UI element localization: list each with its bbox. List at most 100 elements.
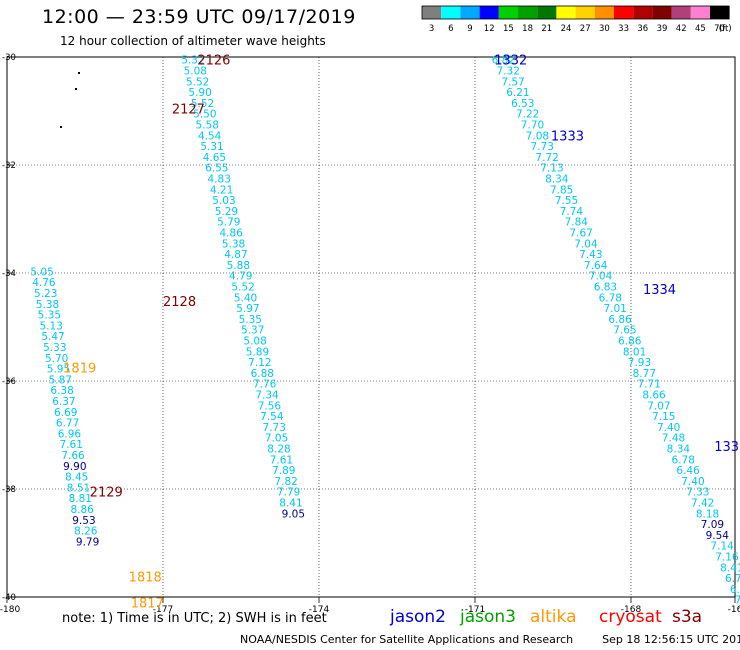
pass-label: 1818 <box>129 570 162 585</box>
wave-height-value: 5.95 <box>47 364 70 376</box>
legend-label: 18 <box>522 24 533 34</box>
footer: NOAA/NESDIS Center for Satellite Applica… <box>240 633 740 646</box>
pass-label: 2126 <box>197 54 230 69</box>
wave-height-value: 5.38 <box>222 238 245 250</box>
wave-height-value: 7.89 <box>272 465 295 477</box>
legend-label: 45 <box>695 24 706 34</box>
wave-height-value: 8.45 <box>65 472 88 484</box>
wave-height-value: 7.70 <box>521 120 544 132</box>
pass-label: 2128 <box>163 295 196 310</box>
legend-cryosat: cryosat <box>599 607 662 627</box>
wave-height-value: 8.41 <box>720 562 740 574</box>
island-speck <box>60 126 62 128</box>
legend-jason2: jason2 <box>390 607 446 627</box>
wave-height-value: 7.64 <box>584 260 608 272</box>
wave-height-value: 8.28 <box>267 444 290 456</box>
wave-height-value: 6.37 <box>52 396 75 408</box>
wave-height-value: 5.79 <box>217 217 240 229</box>
wave-height-value: 4.65 <box>203 152 226 164</box>
wave-height-value: 7.73 <box>263 422 286 434</box>
wave-height-value: 7.33 <box>686 487 709 499</box>
wave-height-value: 7.66 <box>61 450 85 462</box>
wave-height-value: 6.83 <box>594 282 617 294</box>
wave-height-value: 6.86 <box>608 314 632 326</box>
lat-tick-label: -38 <box>2 485 16 495</box>
pass-label: 1333 <box>551 129 584 144</box>
wave-height-value: 8.41 <box>279 498 302 510</box>
wave-height-value: 5.47 <box>41 331 64 343</box>
wave-height-value: 5.35 <box>38 310 61 322</box>
wave-height-value: 7.08 <box>526 130 549 142</box>
wave-height-value: 4.76 <box>32 277 56 289</box>
lon-tick-label: -171 <box>465 605 485 615</box>
wave-height-value: 7.84 <box>565 217 589 229</box>
wave-height-value: 7.09 <box>701 519 724 531</box>
wave-height-value: 7.43 <box>579 249 602 261</box>
legend-swatch <box>537 6 557 19</box>
wave-height-value: 5.87 <box>49 374 72 386</box>
wave-height-value: 7.82 <box>274 476 297 488</box>
lat-tick-label: -30 <box>2 53 16 63</box>
wave-height-value: 8.66 <box>642 390 666 402</box>
wave-height-value: 8.26 <box>74 526 98 538</box>
wave-height-value: 7.01 <box>603 303 626 315</box>
wave-height-value: 9.79 <box>76 536 99 548</box>
legend-label: 36 <box>637 24 648 34</box>
wave-height-value: 7.71 <box>638 379 661 391</box>
wave-height-value: 7.15 <box>652 411 675 423</box>
wave-height-value: 6.86 <box>618 336 642 348</box>
wave-height-value: 8.18 <box>696 508 719 520</box>
legend-swatch <box>594 6 614 19</box>
wave-height-value: 7.85 <box>550 184 573 196</box>
wave-height-value: 9.54 <box>706 530 730 542</box>
wave-height-value: 5.08 <box>243 336 266 348</box>
wave-height-value: 4.86 <box>219 228 243 240</box>
wave-height-value: 5.89 <box>246 346 269 358</box>
wave-height-value: 5.52 <box>231 282 254 294</box>
note-text: note: 1) Time is in UTC; 2) SWH is in fe… <box>62 611 327 626</box>
lat-tick-label: -34 <box>2 269 16 279</box>
wave-height-value: 5.37 <box>241 325 264 337</box>
wave-height-value: 5.52 <box>186 76 209 88</box>
wave-height-value: 7.67 <box>569 228 592 240</box>
wave-height-value: 5.40 <box>234 292 257 304</box>
color-legend: 3 6 9 12 15 18 21 24 27 30 33 36 39 42 45 70(ft) <box>421 5 732 34</box>
legend-label: 30 <box>599 24 610 34</box>
wave-height-value: 7.07 <box>647 400 670 412</box>
pass-label: 1335 <box>714 440 740 455</box>
wave-height-value: 9.53 <box>72 515 95 527</box>
lon-tick-label: -180 <box>0 605 20 615</box>
wave-height-value: 7.61 <box>270 454 293 466</box>
pass-label: 1334 <box>643 283 676 298</box>
legend-unit: (ft) <box>719 24 732 34</box>
wave-height-value: 7.55 <box>555 195 578 207</box>
legend-swatch <box>441 6 461 19</box>
wave-height-value: 7.34 <box>255 390 279 402</box>
wave-height-value: 6.77 <box>56 418 79 430</box>
wave-height-value: 4.79 <box>229 271 252 283</box>
map-frame <box>6 56 736 598</box>
wave-height-value: 6.55 <box>205 163 228 175</box>
legend-swatch <box>575 6 595 19</box>
wave-height-value: 5.13 <box>40 320 63 332</box>
island-speck <box>75 88 77 90</box>
wave-height-value: 9.05 <box>282 508 305 520</box>
legend-label: 21 <box>541 24 552 34</box>
wave-height-value: 7.32 <box>497 66 520 78</box>
wave-height-value: 7.16 <box>715 552 739 564</box>
wave-height-value: 5.31 <box>200 141 223 153</box>
wave-height-value: 4.83 <box>208 174 231 186</box>
wave-height-value: 7.22 <box>516 109 539 121</box>
wave-height-value: 8.77 <box>633 368 656 380</box>
wave-height-value: 8.86 <box>70 504 94 516</box>
legend-swatch <box>498 6 518 19</box>
wave-height-value: 4.21 <box>210 184 233 196</box>
wave-height-value: 8.51 <box>67 482 90 494</box>
legend-label: 27 <box>580 24 591 34</box>
lat-tick-label: -36 <box>2 377 16 387</box>
lon-tick-label: -174 <box>309 605 330 615</box>
wave-height-value: 7.65 <box>613 325 636 337</box>
wave-height-value: 5.33 <box>43 342 66 354</box>
wave-height-value: 8.01 <box>623 346 646 358</box>
